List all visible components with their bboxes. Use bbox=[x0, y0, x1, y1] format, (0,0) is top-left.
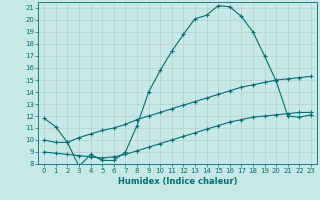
X-axis label: Humidex (Indice chaleur): Humidex (Indice chaleur) bbox=[118, 177, 237, 186]
